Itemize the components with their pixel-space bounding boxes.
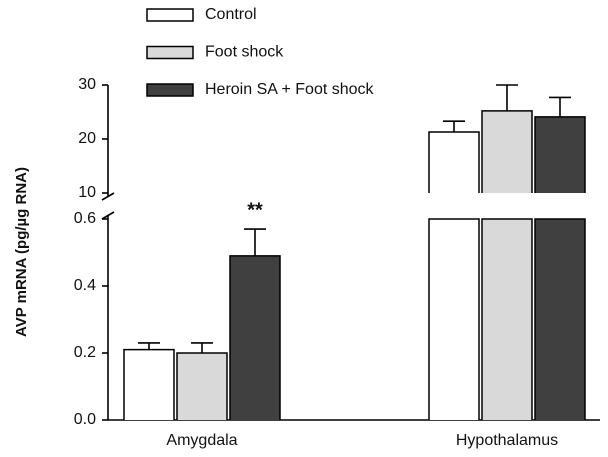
error-bar: [138, 342, 160, 350]
bar: [428, 131, 480, 420]
x-tick-label: Amygdala: [166, 432, 237, 449]
error-bar: [191, 342, 213, 353]
bar: [123, 348, 175, 420]
y-tick-label: 20: [78, 130, 96, 147]
legend-label: Control: [205, 6, 257, 23]
legend-swatch: [146, 83, 194, 97]
y-tick-label: 0.4: [74, 277, 96, 294]
legend-swatch: [146, 8, 194, 22]
legend-label: Foot shock: [205, 44, 284, 61]
error-bar: [549, 96, 571, 117]
error-bar: [244, 228, 266, 256]
y-tick-label: 0.0: [74, 411, 96, 428]
error-bar: [496, 84, 518, 111]
bar: [229, 255, 281, 420]
x-tick-label: Hypothalamus: [456, 432, 558, 449]
error-bar: [443, 120, 465, 132]
y-tick-label: 0.2: [74, 344, 96, 361]
axis-break: [101, 211, 115, 220]
y-tick-label: 10: [78, 184, 96, 201]
y-axis-label: AVP mRNA (pg/µg RNA): [13, 167, 30, 337]
bar: [176, 352, 228, 420]
y-tick-label: 0.6: [74, 210, 96, 227]
legend-label: Heroin SA + Foot shock: [205, 81, 375, 98]
bar: [481, 110, 533, 420]
annotation: **: [247, 199, 263, 221]
legend-swatch: [146, 45, 194, 60]
y-tick-label: 30: [78, 76, 96, 93]
bar: [534, 116, 586, 420]
axis-break: [101, 192, 115, 201]
